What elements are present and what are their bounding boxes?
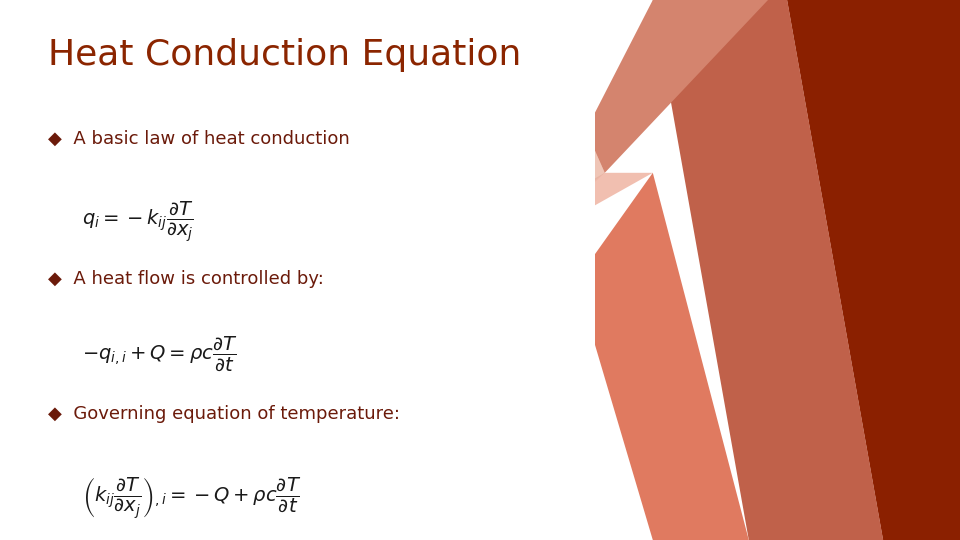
Text: Heat Conduction Equation: Heat Conduction Equation bbox=[48, 38, 521, 72]
Polygon shape bbox=[480, 173, 653, 270]
Polygon shape bbox=[787, 0, 960, 540]
Polygon shape bbox=[432, 0, 605, 243]
Text: ◆  A heat flow is controlled by:: ◆ A heat flow is controlled by: bbox=[48, 270, 324, 288]
Polygon shape bbox=[576, 173, 749, 540]
Polygon shape bbox=[432, 0, 605, 243]
Polygon shape bbox=[653, 0, 883, 540]
Text: $\left( k_{ij} \dfrac{\partial T}{\partial x_j} \right)_{,i} = -Q + \rho c \dfra: $\left( k_{ij} \dfrac{\partial T}{\parti… bbox=[82, 475, 300, 521]
Bar bbox=[0, 0, 595, 540]
Text: ◆  A basic law of heat conduction: ◆ A basic law of heat conduction bbox=[48, 130, 349, 147]
Text: ◆  Governing equation of temperature:: ◆ Governing equation of temperature: bbox=[48, 405, 400, 423]
Text: $-q_{i,i} + Q = \rho c \dfrac{\partial T}{\partial t}$: $-q_{i,i} + Q = \rho c \dfrac{\partial T… bbox=[82, 335, 237, 373]
Polygon shape bbox=[0, 0, 595, 540]
Polygon shape bbox=[528, 0, 768, 243]
Text: $q_i = -k_{ij} \dfrac{\partial T}{\partial x_j}$: $q_i = -k_{ij} \dfrac{\partial T}{\parti… bbox=[82, 200, 194, 245]
